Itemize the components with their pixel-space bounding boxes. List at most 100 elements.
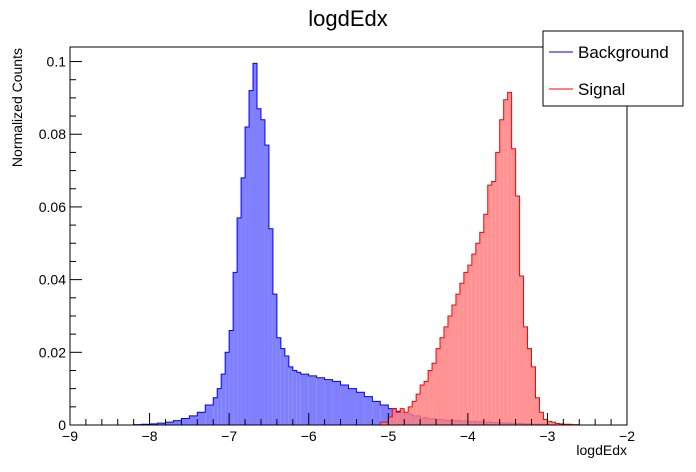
y-tick-label: 0.06 [39, 199, 66, 215]
bar-background-10 [213, 397, 218, 425]
bar-background-40 [364, 396, 373, 425]
bar-signal-33 [515, 196, 520, 425]
outline-signal [379, 91, 580, 426]
y-tick-label: 0.04 [39, 272, 66, 288]
legend-label-background: Background [578, 43, 669, 62]
series-layer [133, 62, 580, 426]
bar-signal-25 [483, 214, 488, 425]
bar-signal-9 [420, 385, 425, 425]
bar-background-12 [221, 374, 226, 425]
bar-signal-21 [467, 265, 472, 425]
bar-signal-44 [559, 423, 564, 425]
legend-box [542, 30, 684, 107]
bar-background-33 [308, 375, 317, 425]
x-tick-label: −8 [142, 428, 158, 444]
bar-signal-39 [539, 412, 544, 425]
bar-background-34 [316, 377, 325, 425]
x-tick-label: −3 [539, 428, 555, 444]
bar-background-19 [249, 90, 254, 426]
bar-signal-20 [463, 272, 468, 425]
bar-background-11 [217, 388, 222, 425]
bar-signal-30 [503, 99, 508, 425]
bar-background-29 [288, 366, 293, 425]
x-tick-label: −2 [619, 428, 635, 444]
y-axis-title: Normalized Counts [9, 48, 25, 167]
bar-signal-29 [499, 119, 504, 425]
x-tick-label: −4 [460, 428, 476, 444]
bar-background-18 [245, 126, 250, 426]
bar-background-26 [276, 337, 281, 425]
chart-title: logdEdx [308, 6, 388, 31]
bar-background-21 [256, 108, 261, 425]
bar-signal-11 [428, 370, 433, 425]
bar-signal-24 [479, 232, 484, 425]
bar-signal-26 [487, 185, 492, 425]
bar-background-5 [173, 420, 182, 425]
bar-background-15 [233, 272, 238, 425]
bar-background-4 [165, 422, 174, 425]
plot-frame [69, 46, 628, 426]
bar-background-17 [241, 177, 246, 425]
bar-background-3 [157, 423, 166, 425]
bar-background-32 [300, 374, 309, 425]
bar-signal-38 [535, 397, 540, 425]
bar-background-14 [229, 330, 234, 425]
y-axis: 0 0.02 0.04 0.06 0.08 0.1 [39, 54, 82, 433]
bar-signal-14 [440, 337, 444, 425]
bar-background-38 [348, 388, 357, 425]
x-tick-label: −6 [301, 428, 317, 444]
bar-background-13 [225, 352, 230, 425]
x-tick-label: −5 [380, 428, 396, 444]
bar-signal-34 [519, 275, 524, 425]
bar-signal-31 [507, 92, 512, 426]
x-tick-label: −7 [221, 428, 237, 444]
bar-signal-7 [412, 401, 417, 426]
bar-signal-5 [404, 412, 409, 425]
bar-signal-10 [424, 381, 429, 425]
series-signal [379, 91, 580, 426]
bar-signal-0 [380, 422, 389, 425]
bar-background-31 [296, 372, 301, 425]
bar-signal-42 [551, 422, 556, 425]
bar-background-9 [205, 405, 214, 425]
bar-background-2 [149, 423, 158, 425]
bar-signal-41 [547, 421, 552, 425]
bar-background-42 [380, 405, 389, 425]
bar-signal-37 [531, 366, 536, 425]
bar-signal-17 [451, 305, 456, 425]
bar-background-25 [272, 294, 277, 425]
bar-signal-32 [511, 148, 516, 425]
bar-background-35 [324, 379, 333, 425]
bar-signal-4 [400, 408, 405, 425]
bar-signal-28 [495, 152, 500, 425]
bar-background-27 [280, 348, 285, 425]
legend: Background Signal [542, 30, 684, 107]
y-tick-label: 0.02 [39, 344, 66, 360]
bar-background-36 [332, 381, 341, 425]
y-tick-label: 0.1 [47, 54, 67, 70]
bar-signal-8 [416, 394, 421, 425]
bar-background-22 [260, 119, 265, 425]
bar-background-30 [292, 370, 297, 425]
x-axis-title: logdEdx [576, 442, 627, 458]
bar-signal-2 [392, 408, 397, 425]
bar-signal-12 [432, 363, 437, 425]
bar-background-37 [340, 385, 349, 425]
bar-background-41 [372, 401, 381, 426]
bar-signal-15 [443, 326, 448, 425]
bar-background-20 [253, 63, 257, 426]
bar-background-8 [197, 412, 206, 425]
bar-signal-36 [527, 348, 532, 425]
x-axis: −9 −8 −7 −6 −5 −4 −3 −2 [62, 413, 635, 444]
bar-signal-19 [459, 283, 464, 425]
bar-background-7 [189, 415, 198, 425]
bar-signal-16 [447, 315, 452, 425]
bar-signal-27 [491, 181, 496, 425]
legend-label-signal: Signal [578, 80, 625, 99]
bar-signal-22 [471, 254, 476, 425]
x-tick-label: −9 [62, 428, 78, 444]
series-background [133, 62, 556, 426]
bar-signal-3 [396, 412, 401, 425]
bar-background-28 [284, 355, 289, 425]
